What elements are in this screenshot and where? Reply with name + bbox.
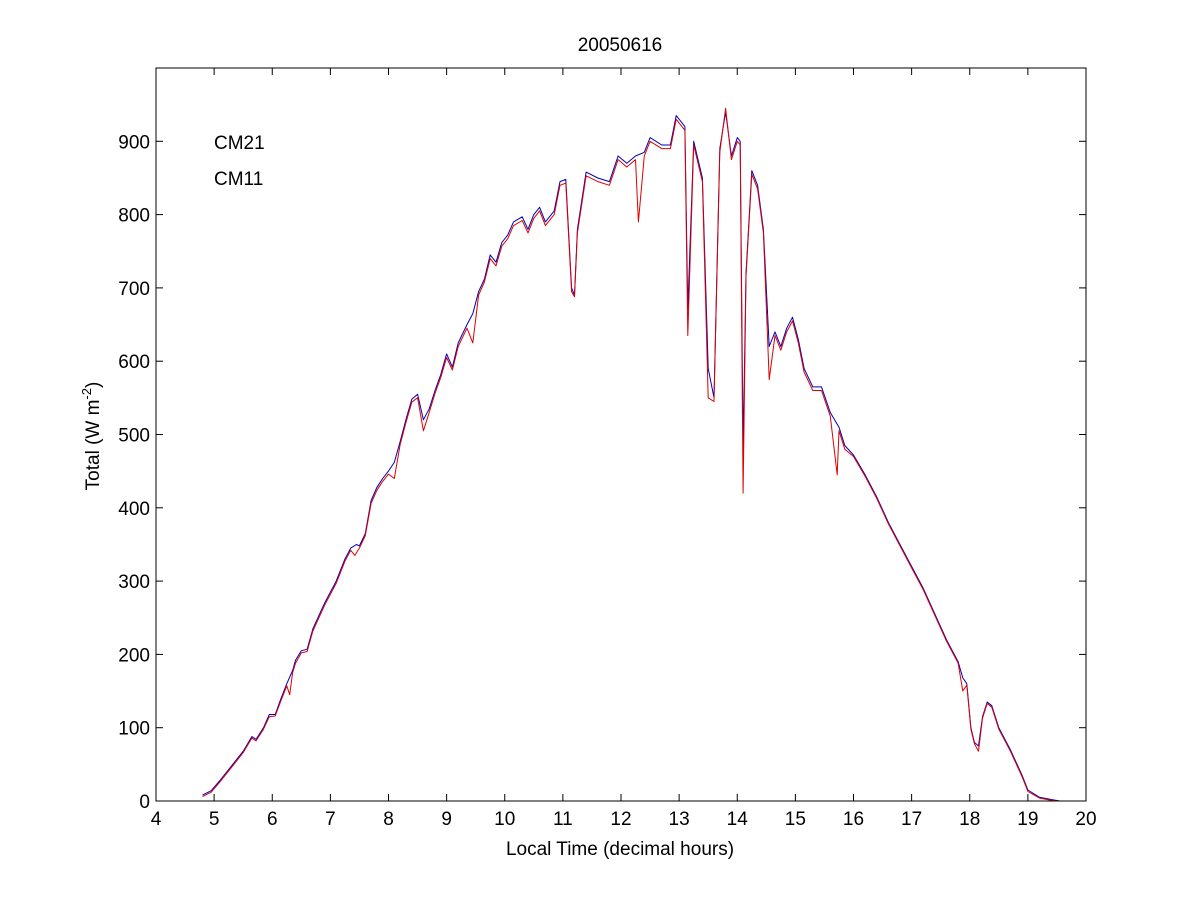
y-axis-label-main: Total (W m (83, 400, 104, 491)
x-tick-label: 20 (1075, 809, 1096, 830)
legend-entry-cm11: CM11 (214, 169, 263, 190)
x-tick-label: 9 (441, 809, 452, 830)
y-tick-label: 700 (118, 279, 150, 300)
x-tick-label: 7 (325, 809, 336, 830)
y-tick-label: 800 (118, 206, 150, 227)
x-tick-label: 17 (901, 809, 922, 830)
y-tick-label: 500 (118, 426, 150, 447)
x-tick-label: 12 (610, 809, 631, 830)
x-tick-label: 13 (669, 809, 690, 830)
x-tick-label: 4 (151, 809, 162, 830)
x-tick-label: 19 (1017, 809, 1038, 830)
y-axis: 0 100 200 300 400 500 600 700 800 900 (118, 132, 1086, 813)
x-axis-label: Local Time (decimal hours) (506, 839, 734, 860)
series-line-cm21 (202, 111, 1060, 802)
x-tick-label: 15 (785, 809, 806, 830)
y-tick-label: 0 (139, 792, 150, 813)
legend-entry-cm21: CM21 (214, 133, 265, 154)
x-tick-label: 14 (727, 809, 749, 830)
x-tick-label: 18 (959, 809, 980, 830)
x-tick-label: 5 (209, 809, 220, 830)
x-tick-label: 10 (494, 809, 515, 830)
x-tick-label: 16 (843, 809, 864, 830)
y-tick-label: 900 (118, 132, 150, 153)
y-tick-label: 600 (118, 352, 150, 373)
chart-title: 20050616 (578, 35, 663, 56)
y-tick-label: 100 (118, 719, 150, 740)
series-line-cm11 (202, 107, 1060, 802)
y-axis-label-superscript: -2 (79, 388, 94, 400)
x-axis: 4 5 6 7 8 9 10 11 12 13 14 15 16 17 18 19 20 (151, 68, 1097, 830)
plot-area (202, 107, 1060, 802)
x-tick-label: 8 (383, 809, 394, 830)
legend: CM21 CM11 (214, 133, 265, 190)
y-tick-label: 400 (118, 499, 150, 520)
y-axis-label-close: ) (83, 382, 104, 388)
x-tick-label: 11 (553, 809, 573, 830)
y-tick-label: 200 (118, 645, 150, 666)
x-tick-label: 6 (267, 809, 278, 830)
y-axis-label: Total (W m-2) (79, 382, 104, 491)
y-tick-label: 300 (118, 572, 150, 593)
